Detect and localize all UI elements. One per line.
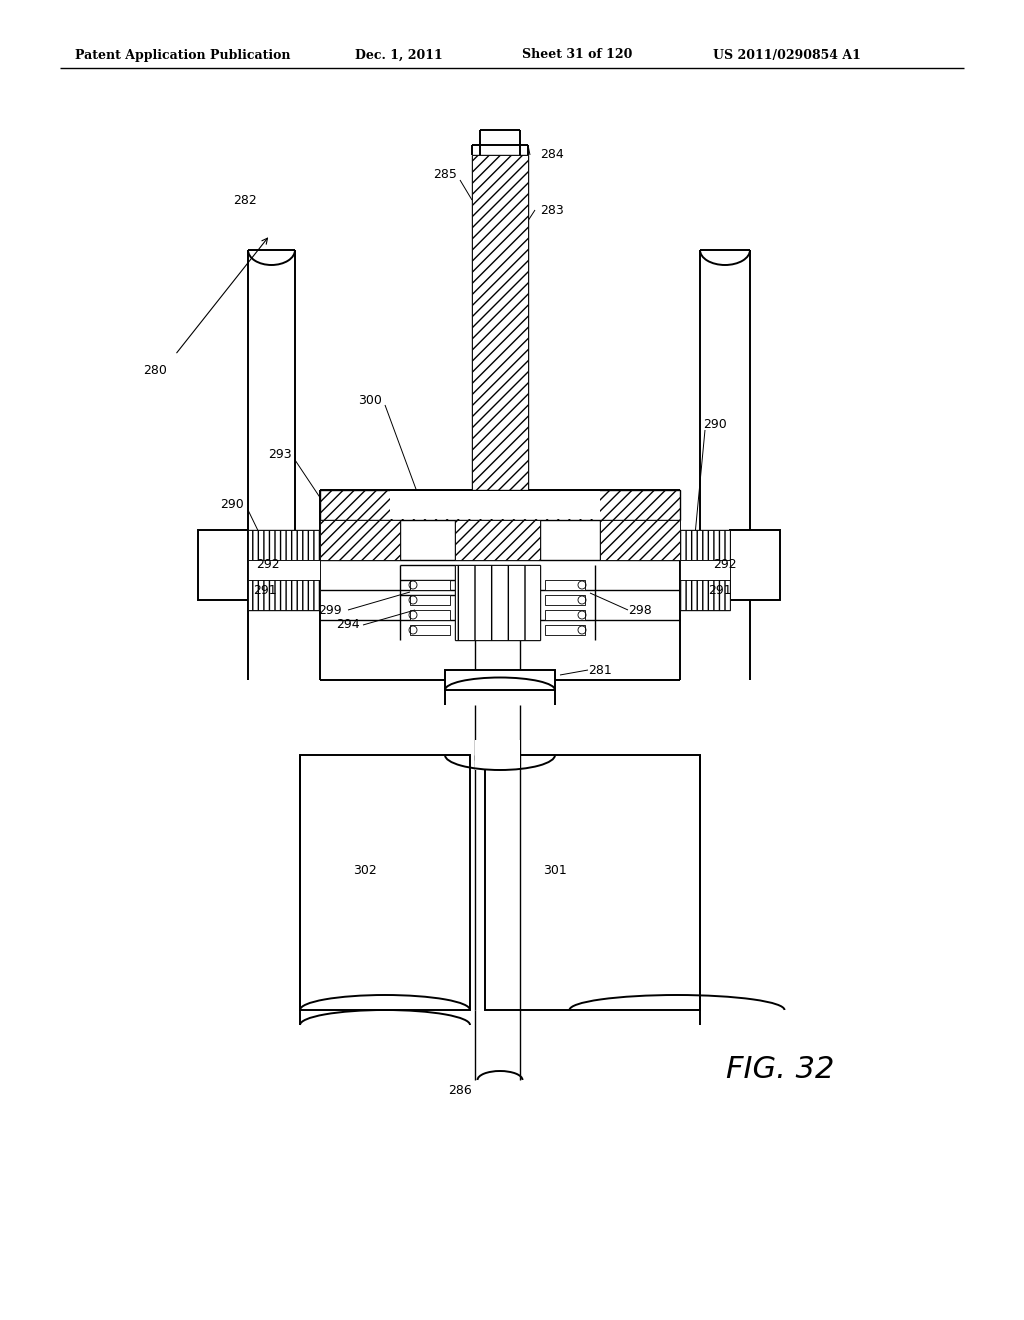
Bar <box>680 579 730 610</box>
Bar <box>545 579 585 590</box>
Text: 281: 281 <box>588 664 612 676</box>
Bar <box>300 755 470 1010</box>
Bar <box>545 595 585 605</box>
Bar <box>390 491 600 519</box>
Text: FIG. 32: FIG. 32 <box>726 1056 835 1085</box>
Text: 291: 291 <box>253 583 276 597</box>
Text: 294: 294 <box>336 619 359 631</box>
Text: 290: 290 <box>220 499 244 511</box>
Text: 299: 299 <box>318 603 342 616</box>
Text: Dec. 1, 2011: Dec. 1, 2011 <box>355 49 442 62</box>
Bar <box>600 520 680 560</box>
Bar <box>410 595 450 605</box>
Text: US 2011/0290854 A1: US 2011/0290854 A1 <box>713 49 861 62</box>
Bar <box>545 610 585 620</box>
Bar <box>472 154 528 515</box>
Text: 286: 286 <box>449 1084 472 1097</box>
Bar <box>475 741 520 770</box>
Bar <box>485 755 700 1010</box>
Bar <box>680 560 730 579</box>
Text: 300: 300 <box>358 393 382 407</box>
Text: 291: 291 <box>709 583 732 597</box>
Bar <box>319 520 400 560</box>
Bar <box>410 624 450 635</box>
Bar <box>545 624 585 635</box>
Text: 292: 292 <box>256 558 280 572</box>
Bar <box>248 560 319 579</box>
Bar <box>410 579 450 590</box>
Text: 283: 283 <box>540 203 564 216</box>
Bar <box>248 579 319 610</box>
Text: 282: 282 <box>233 194 257 206</box>
Text: Sheet 31 of 120: Sheet 31 of 120 <box>522 49 633 62</box>
Text: 297: 297 <box>436 499 460 511</box>
Text: 301: 301 <box>543 863 567 876</box>
Text: Patent Application Publication: Patent Application Publication <box>75 49 291 62</box>
Bar <box>198 531 248 601</box>
Text: 280: 280 <box>143 363 167 376</box>
Text: 292: 292 <box>713 558 737 572</box>
Text: 302: 302 <box>353 863 377 876</box>
Text: 290: 290 <box>703 418 727 432</box>
Bar <box>410 610 450 620</box>
Bar <box>455 520 540 560</box>
Bar <box>730 531 780 601</box>
Bar <box>455 565 540 640</box>
Bar <box>319 490 680 520</box>
Text: 298: 298 <box>628 603 652 616</box>
Bar <box>248 531 319 560</box>
Bar <box>445 671 555 690</box>
Text: 285: 285 <box>433 169 457 181</box>
Text: 293: 293 <box>268 449 292 462</box>
Bar <box>680 531 730 560</box>
Text: 284: 284 <box>540 149 564 161</box>
